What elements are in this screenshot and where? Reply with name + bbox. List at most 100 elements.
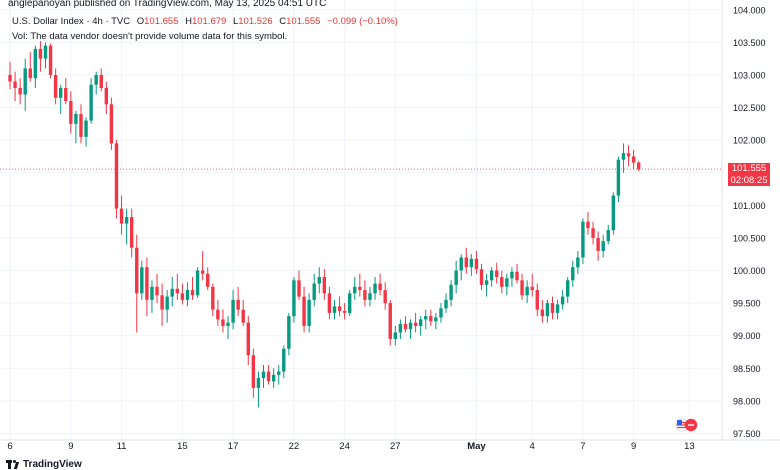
candle xyxy=(175,273,180,300)
candle-body xyxy=(591,228,595,238)
candle-body xyxy=(195,270,200,296)
candle xyxy=(631,149,636,170)
candle xyxy=(246,316,250,366)
candle-body xyxy=(89,84,93,121)
candle-body xyxy=(489,270,494,281)
candle-body xyxy=(236,299,240,310)
candle xyxy=(84,117,88,147)
candle-body xyxy=(312,283,316,300)
candle xyxy=(388,299,392,346)
candle-body xyxy=(525,286,529,296)
candle xyxy=(500,270,504,294)
candle-body xyxy=(358,286,362,291)
candle xyxy=(231,290,235,330)
candle-body xyxy=(18,88,22,95)
y-tick-label: 103.000 xyxy=(733,70,766,80)
candle xyxy=(312,273,316,307)
x-tick-label: 4 xyxy=(530,441,535,452)
candle-body xyxy=(109,104,114,144)
candle xyxy=(211,283,215,317)
candle-body xyxy=(616,159,621,196)
price-axis[interactable]: 104.000103.500103.000102.500102.000101.5… xyxy=(733,5,766,439)
candle-body xyxy=(190,290,195,296)
candle xyxy=(413,312,418,333)
x-tick-label: 22 xyxy=(289,441,300,452)
candle-body xyxy=(8,74,12,82)
volume-note: Vol: The data vendor doesn't provide vol… xyxy=(12,31,288,42)
candle-body xyxy=(413,322,418,326)
candle-body xyxy=(398,323,403,333)
candle-body xyxy=(363,290,367,300)
candle xyxy=(383,282,387,310)
y-tick-label: 98.000 xyxy=(733,396,761,406)
candle xyxy=(277,365,281,385)
candle xyxy=(140,260,144,300)
candle xyxy=(109,97,114,150)
candle xyxy=(53,68,58,105)
candle xyxy=(226,316,230,339)
candle-body xyxy=(28,68,32,79)
candle xyxy=(515,264,519,284)
candle xyxy=(520,273,524,300)
candle-body xyxy=(79,114,83,137)
candle-body xyxy=(505,278,509,287)
candle-body xyxy=(104,88,109,105)
low-value: 101.526 xyxy=(238,16,273,27)
candle xyxy=(79,104,83,144)
candle-body xyxy=(99,74,103,88)
open-value: 101.655 xyxy=(144,16,179,27)
candle xyxy=(241,299,245,326)
x-tick-label: 13 xyxy=(684,441,695,452)
symbol-title[interactable]: U.S. Dollar Index · 4h · TVC xyxy=(12,16,131,27)
candle xyxy=(611,192,616,235)
candle-body xyxy=(520,280,524,296)
candle-body xyxy=(566,280,570,297)
candle-body xyxy=(332,306,337,313)
candle xyxy=(236,286,240,317)
candle-body xyxy=(297,280,301,297)
y-tick-label: 103.500 xyxy=(733,38,766,48)
candle xyxy=(591,221,595,245)
close-label: C xyxy=(279,16,287,27)
x-tick-label: 7 xyxy=(580,441,585,452)
candle xyxy=(566,277,570,304)
candle-body xyxy=(530,286,534,291)
candle-body xyxy=(388,303,392,339)
candle xyxy=(444,293,448,313)
candle xyxy=(69,91,73,134)
candle-body xyxy=(94,74,98,85)
candle xyxy=(621,143,626,173)
candle xyxy=(636,161,641,172)
candle-body xyxy=(307,299,311,326)
candle-body xyxy=(347,293,352,313)
brand-name: TradingView xyxy=(23,459,82,470)
candle-body xyxy=(454,270,458,285)
candle xyxy=(596,231,600,261)
candle-body xyxy=(555,304,560,313)
candle-body xyxy=(165,296,169,310)
candle-body xyxy=(510,271,514,279)
candle-body xyxy=(251,355,256,388)
candle-body xyxy=(216,309,220,320)
candle xyxy=(28,52,32,82)
candle xyxy=(332,299,337,320)
candle-body xyxy=(353,286,357,294)
candle xyxy=(469,254,474,276)
tradingview-footer[interactable]: TradingView xyxy=(6,459,82,470)
candle-body xyxy=(170,288,174,297)
time-axis[interactable]: 6 9 11 15 17 22 24 27 May 4 7 9 13 xyxy=(7,441,694,452)
candle-body xyxy=(175,288,180,294)
candle xyxy=(398,319,403,339)
candle xyxy=(124,208,129,245)
change-value: −0.099 (−0.10%) xyxy=(327,16,398,27)
candle xyxy=(545,299,550,323)
candle-body xyxy=(119,208,124,224)
candle-body xyxy=(292,280,296,317)
candle xyxy=(429,309,433,326)
candle xyxy=(418,316,423,336)
candle-body xyxy=(535,290,539,310)
candle-body xyxy=(571,267,575,281)
us-flag-icon[interactable] xyxy=(675,418,699,432)
y-tick-label: 99.500 xyxy=(733,299,761,309)
